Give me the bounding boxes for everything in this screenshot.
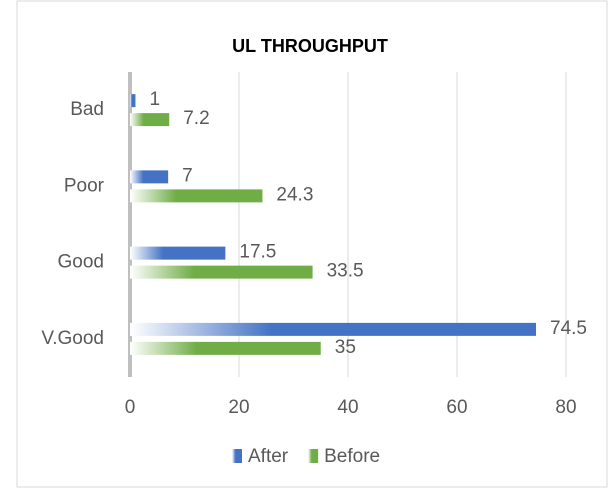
x-tick-label: 20 xyxy=(228,397,249,418)
data-label: 74.5 xyxy=(550,318,587,339)
y-tick-label: V.Good xyxy=(41,328,104,349)
bar xyxy=(130,265,313,279)
legend-swatch xyxy=(232,449,242,463)
y-tick-label: Good xyxy=(58,252,104,273)
y-tick-label: Bad xyxy=(70,99,104,120)
chart-frame xyxy=(16,0,608,488)
bar xyxy=(130,246,226,260)
x-tick-label: 40 xyxy=(337,397,358,418)
bar xyxy=(130,94,136,108)
x-tick-label: 0 xyxy=(125,397,136,418)
bar xyxy=(130,322,537,336)
data-label: 17.5 xyxy=(239,242,276,263)
data-label: 7.2 xyxy=(183,108,209,129)
legend-label: Before xyxy=(324,446,380,467)
data-label: 1 xyxy=(149,89,160,110)
legend-label: After xyxy=(248,446,289,467)
data-label: 35 xyxy=(335,337,356,358)
bar xyxy=(130,113,170,127)
data-label: 33.5 xyxy=(327,261,364,282)
data-label: 24.3 xyxy=(276,184,313,205)
bar xyxy=(130,189,263,203)
chart-title: UL THROUGHPUT xyxy=(232,36,388,56)
y-tick-label: Poor xyxy=(64,175,105,196)
x-tick-label: 60 xyxy=(446,397,467,418)
x-tick-label: 80 xyxy=(555,397,576,418)
bar xyxy=(130,170,169,184)
bar xyxy=(130,341,321,355)
legend-swatch xyxy=(308,449,319,463)
data-label: 7 xyxy=(182,165,193,186)
